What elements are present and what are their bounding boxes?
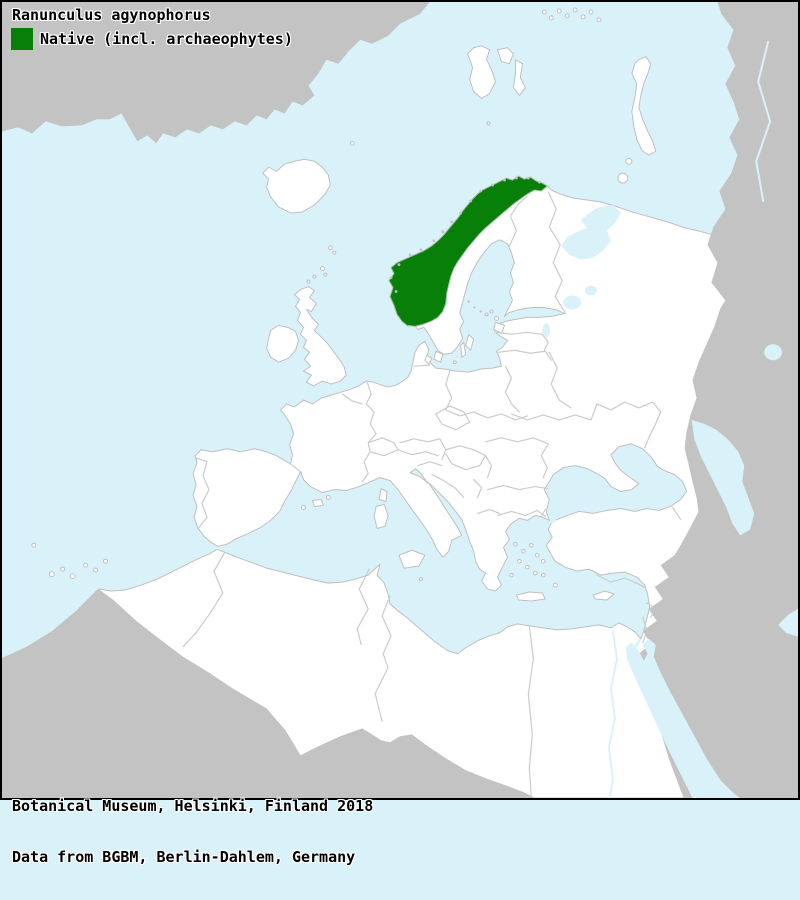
lake-peipus	[542, 323, 551, 338]
country-borders	[182, 191, 682, 798]
ireland-island	[266, 324, 300, 363]
lake-ladoga	[563, 295, 582, 310]
aral-sea	[764, 344, 783, 361]
sardinia-island	[373, 503, 389, 529]
nile-river	[607, 629, 618, 798]
arctic-islets	[306, 7, 633, 284]
skerry-specks	[389, 176, 541, 313]
map-title: Ranunculus agynophorus	[12, 6, 211, 24]
highlighted-region-native	[388, 175, 548, 327]
legend: Native (incl. archaeophytes)	[11, 28, 293, 50]
attribution: Botanical Museum, Helsinki, Finland 2018…	[12, 764, 373, 900]
novaya-zemlya-island	[631, 56, 657, 156]
europe-distribution-map	[2, 2, 798, 798]
straits	[210, 519, 642, 654]
malta-island	[418, 577, 423, 582]
corsica-island	[378, 488, 388, 502]
baltic-islands	[424, 309, 505, 365]
greenland-landmass	[2, 2, 430, 144]
legend-swatch-native	[11, 28, 33, 50]
great-britain-island	[294, 286, 347, 387]
red-sea	[625, 638, 741, 798]
attribution-line-1: Botanical Museum, Helsinki, Finland 2018	[12, 797, 374, 815]
lake-onega	[585, 285, 598, 296]
continent-landmass	[2, 175, 798, 798]
crete-island	[515, 591, 546, 602]
svalbard-islands	[467, 45, 526, 100]
map-viewport: Ranunculus agynophorus Native (incl. arc…	[0, 0, 800, 866]
out-of-scope-sahara-landmass	[2, 589, 536, 798]
iceland-island	[262, 158, 331, 214]
mediterranean-islands	[300, 488, 615, 602]
out-of-scope-east-landmass	[638, 2, 798, 798]
sicily-island	[398, 549, 426, 569]
white-sea	[561, 204, 621, 260]
attribution-line-2: Data from BGBM, Berlin-Dahlem, Germany	[12, 848, 356, 866]
mallorca-island	[311, 499, 324, 507]
caspian-sea	[691, 419, 755, 536]
cyprus-island	[592, 590, 615, 601]
atlantic-islands	[31, 542, 108, 580]
legend-label-native: Native (incl. archaeophytes)	[40, 29, 293, 48]
pechora-river	[755, 40, 772, 202]
